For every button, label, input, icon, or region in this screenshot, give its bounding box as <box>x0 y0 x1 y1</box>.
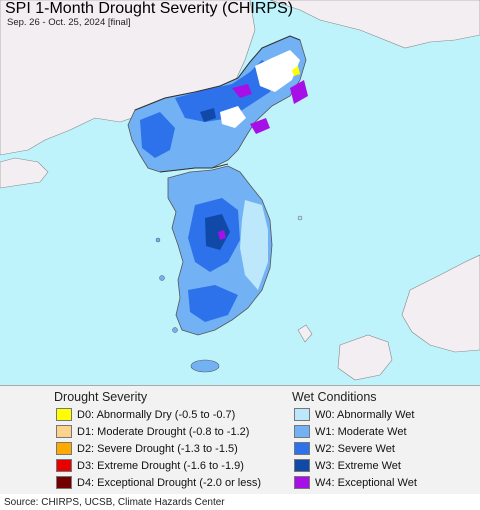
korea-dmz-border <box>159 163 229 173</box>
sk-exceptional-wet <box>218 230 226 240</box>
legend-swatch-w3 <box>294 459 310 472</box>
legend-label-w0: W0: Abnormally Wet <box>315 408 415 421</box>
legend-item-d1: D1: Moderate Drought (-0.8 to -1.2) <box>56 424 249 439</box>
sk-severe-wet-south <box>188 285 238 322</box>
legend-item-d4: D4: Exceptional Drought (-2.0 or less) <box>56 475 261 490</box>
legend-swatch-w1 <box>294 425 310 438</box>
japan-honshu <box>401 254 480 353</box>
legend-item-w3: W3: Extreme Wet <box>294 458 401 473</box>
nk-extreme-wet-patch <box>200 108 216 122</box>
legend-label-w2: W2: Severe Wet <box>315 442 395 455</box>
legend-item-d3: D3: Extreme Drought (-1.6 to -1.9) <box>56 458 244 473</box>
legend-swatch-d1 <box>56 425 72 438</box>
legend-item-d2: D2: Severe Drought (-1.3 to -1.5) <box>56 441 238 456</box>
legend-item-w2: W2: Severe Wet <box>294 441 395 456</box>
island-ulleung <box>297 215 303 221</box>
jeju-island <box>190 359 220 373</box>
legend-swatch-d2 <box>56 442 72 455</box>
nk-normal-area <box>255 50 300 92</box>
legend-label-w3: W3: Extreme Wet <box>315 459 401 472</box>
legend-wet-title: Wet Conditions <box>292 390 377 404</box>
nk-severe-wet-west <box>140 112 175 158</box>
island-west-1 <box>155 237 161 243</box>
nk-exceptional-wet-1 <box>232 84 252 98</box>
legend-swatch-d0 <box>56 408 72 421</box>
legend-swatch-d4 <box>56 476 72 489</box>
russia-landmass <box>269 0 480 49</box>
sk-abnormally-wet <box>240 200 268 290</box>
island-west-2 <box>159 275 165 281</box>
china-coast-south <box>0 157 49 189</box>
legend-label-d0: D0: Abnormally Dry (-0.5 to -0.7) <box>77 408 236 421</box>
legend-label-w4: W4: Exceptional Wet <box>315 476 417 489</box>
source-footer: Source: CHIRPS, UCSB, Climate Hazards Ce… <box>4 497 225 508</box>
legend-label-d3: D3: Extreme Drought (-1.6 to -1.9) <box>77 459 244 472</box>
japan-island-small <box>297 324 313 343</box>
legend-swatch-d3 <box>56 459 72 472</box>
legend-swatch-w2 <box>294 442 310 455</box>
china-nk-border <box>134 35 301 111</box>
sk-extreme-wet <box>205 214 230 250</box>
legend-label-d2: D2: Severe Drought (-1.3 to -1.5) <box>77 442 238 455</box>
legend-item-w1: W1: Moderate Wet <box>294 424 407 439</box>
nk-normal-area-2 <box>220 106 246 128</box>
legend-label-d1: D1: Moderate Drought (-0.8 to -1.2) <box>77 425 250 438</box>
legend-swatch-w4 <box>294 476 310 489</box>
legend-swatch-w0 <box>294 408 310 421</box>
legend-item-w4: W4: Exceptional Wet <box>294 475 417 490</box>
legend-label-w1: W1: Moderate Wet <box>315 425 407 438</box>
nk-severe-wet-north <box>175 60 276 122</box>
legend-item-w0: W0: Abnormally Wet <box>294 407 414 422</box>
legend-item-d0: D0: Abnormally Dry (-0.5 to -0.7) <box>56 407 235 422</box>
nk-exceptional-wet-3 <box>250 118 270 134</box>
legend-drought-title: Drought Severity <box>54 390 148 404</box>
map-title: SPI 1-Month Drought Severity (CHIRPS) <box>5 0 294 17</box>
map-subtitle: Sep. 26 - Oct. 25, 2024 [final] <box>7 17 131 28</box>
nk-exceptional-wet-2 <box>290 80 308 104</box>
legend-panel: Drought Severity Wet Conditions D0: Abno… <box>0 385 480 494</box>
japan-kyushu <box>337 334 393 381</box>
legend-label-d4: D4: Exceptional Drought (-2.0 or less) <box>77 476 262 489</box>
island-south-1 <box>172 327 178 333</box>
drought-map <box>0 0 480 385</box>
nk-abnormally-dry <box>292 66 300 76</box>
